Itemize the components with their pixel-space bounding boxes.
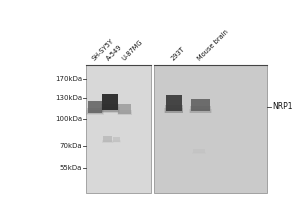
Text: 293T: 293T	[169, 46, 185, 62]
Text: 130kDa: 130kDa	[55, 95, 82, 101]
Bar	[166, 95, 182, 111]
Bar	[102, 94, 118, 110]
Bar	[100, 107, 119, 113]
Text: SH-SY5Y: SH-SY5Y	[91, 38, 115, 62]
Bar	[165, 105, 183, 113]
Bar	[87, 108, 103, 114]
Bar	[113, 137, 120, 142]
Bar	[164, 108, 183, 113]
Bar	[117, 112, 133, 115]
Bar	[86, 110, 103, 115]
Bar	[101, 104, 119, 112]
Bar	[189, 109, 212, 113]
Text: A-549: A-549	[106, 44, 124, 62]
Bar	[193, 149, 205, 153]
Bar	[102, 140, 113, 143]
Bar	[154, 64, 267, 193]
Bar	[191, 99, 210, 111]
Text: 70kDa: 70kDa	[59, 143, 82, 149]
Text: 170kDa: 170kDa	[55, 76, 82, 82]
Bar	[192, 152, 206, 154]
Text: 100kDa: 100kDa	[55, 116, 82, 122]
Text: 55kDa: 55kDa	[60, 165, 82, 171]
Bar	[190, 106, 211, 113]
Bar	[192, 153, 206, 154]
Bar	[102, 141, 114, 143]
Bar	[112, 141, 122, 143]
Bar	[103, 136, 112, 142]
Bar	[118, 110, 132, 115]
Bar	[88, 101, 102, 113]
Bar	[118, 104, 131, 114]
Bar	[86, 64, 152, 193]
Text: Mouse brain: Mouse brain	[196, 28, 230, 62]
Text: NRP1: NRP1	[272, 102, 292, 111]
Bar	[112, 140, 121, 142]
Text: U-87MG: U-87MG	[121, 39, 143, 62]
